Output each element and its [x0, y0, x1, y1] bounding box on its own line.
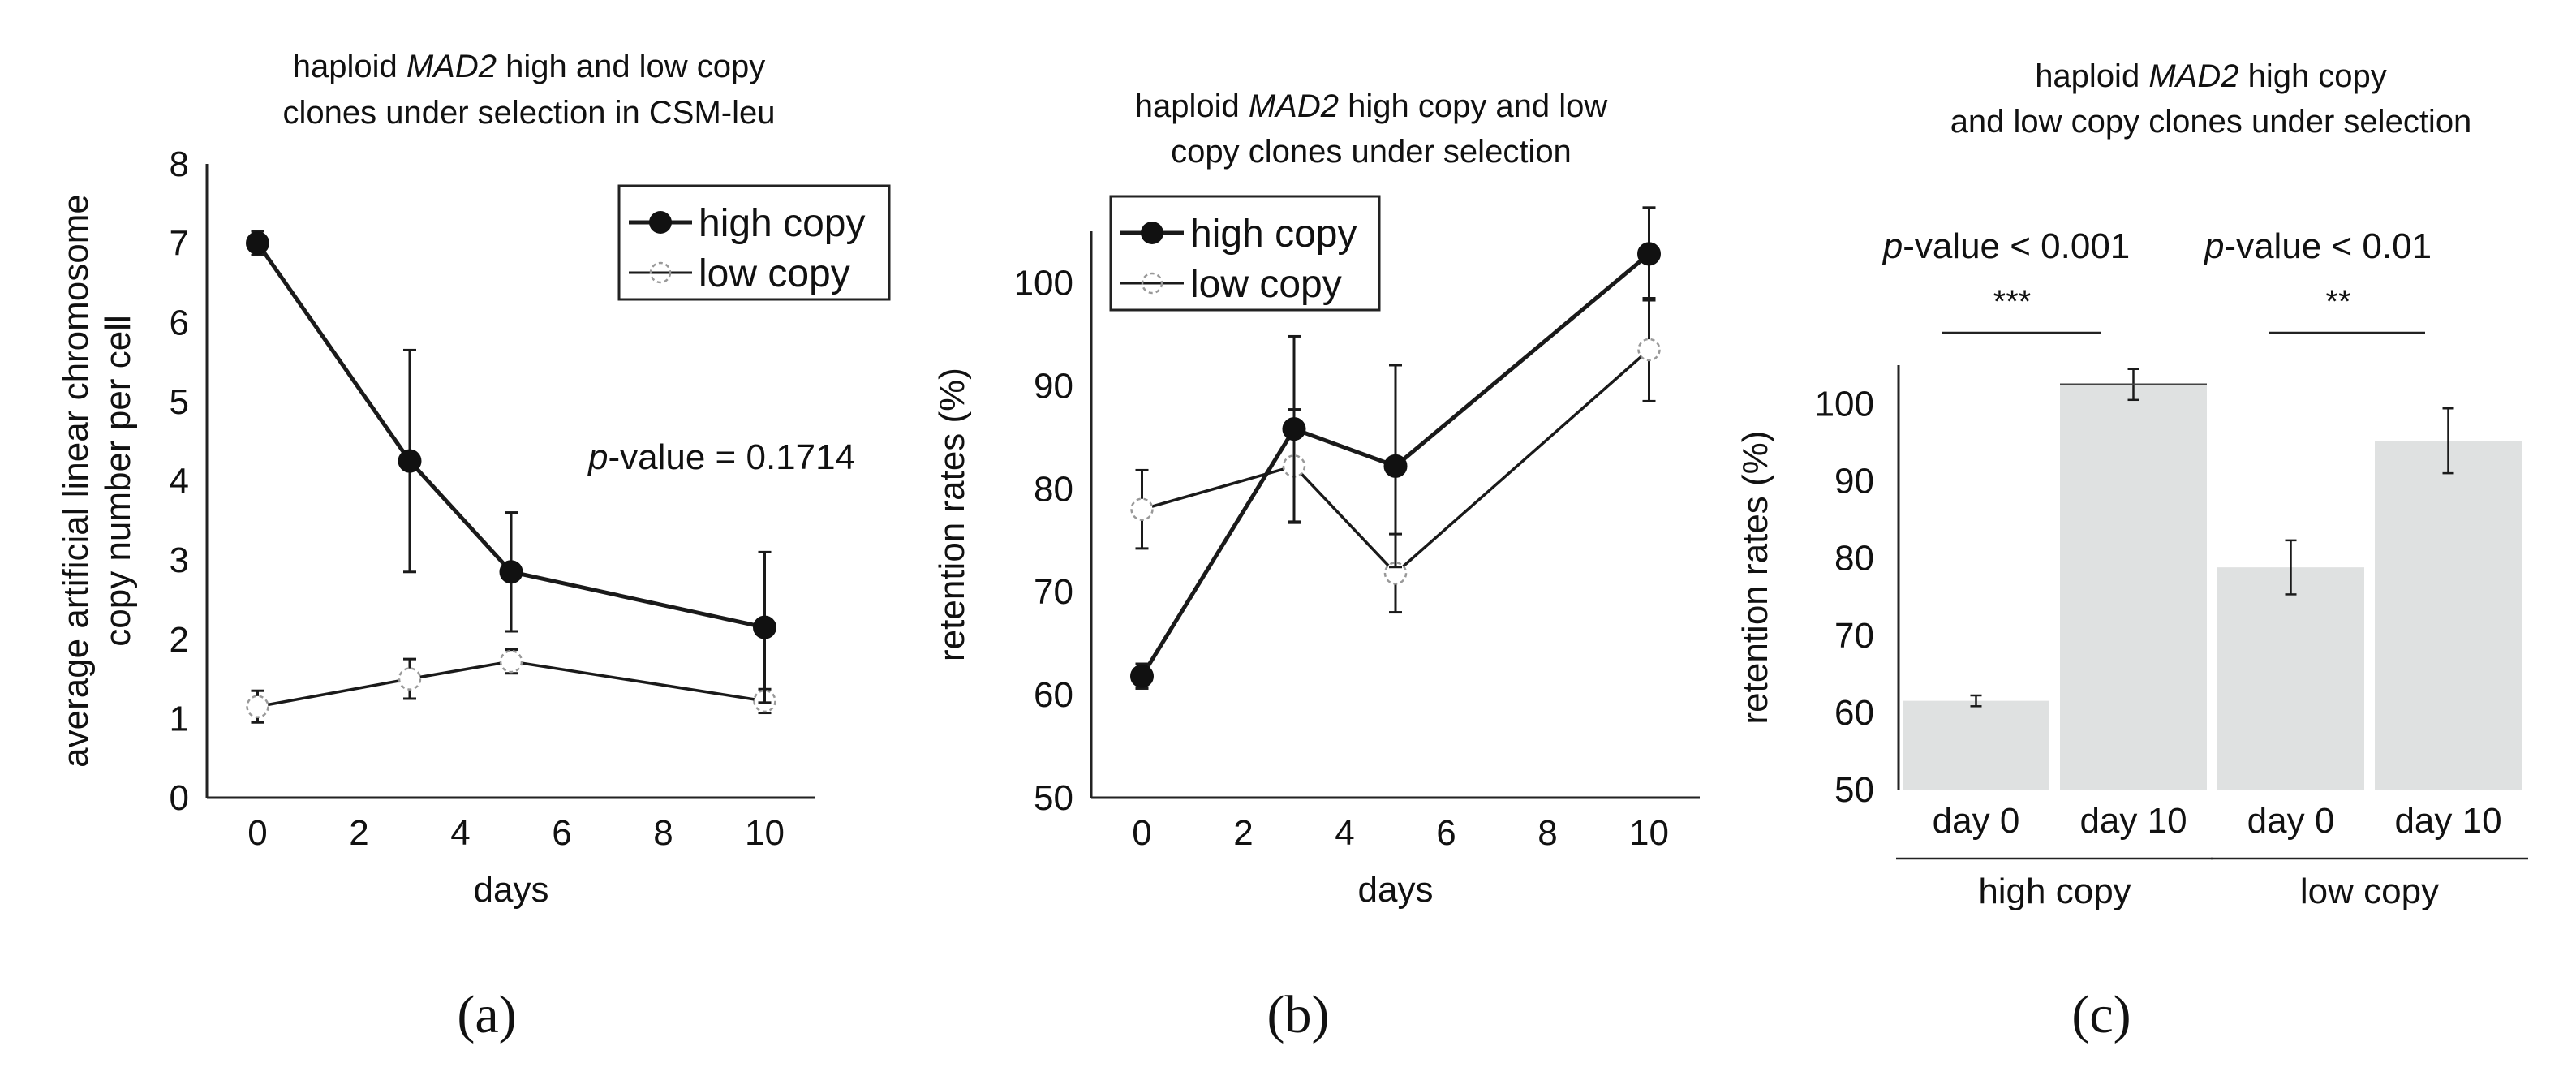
data-point-high-copy — [398, 449, 422, 473]
x-tick-label: day 0 — [2247, 801, 2335, 841]
x-tick-label: 6 — [1436, 813, 1456, 853]
legend-label: low copy — [1190, 263, 1342, 306]
panel-a-title-line2: clones under selection in CSM-leu — [283, 95, 776, 131]
bar — [2375, 441, 2522, 790]
data-point-high-copy — [499, 560, 523, 584]
x-tick-label: day 10 — [2394, 801, 2501, 841]
panel-b-label: (b) — [1267, 985, 1330, 1044]
y-tick-label: 100 — [1014, 263, 1073, 303]
panel-c-title-line1: haploid MAD2 high copy — [2035, 58, 2387, 94]
sig2-pvalue: p-value < 0.01 — [2203, 226, 2432, 266]
legend-marker-filled — [649, 211, 672, 234]
sig1-pvalue: p-value < 0.001 — [1881, 226, 2131, 266]
y-axis-label: retention rates (%) — [1735, 431, 1775, 725]
series-line-high-copy — [1140, 252, 1651, 678]
panel-a-pvalue: p-value = 0.1714 — [587, 437, 855, 477]
y-tick-label: 1 — [170, 699, 189, 738]
legend-marker-open — [1141, 272, 1163, 295]
legend-box — [1109, 195, 1381, 312]
x-tick-label: 0 — [1132, 813, 1151, 853]
y-tick-label: 90 — [1834, 462, 1874, 501]
y-axis-label: retention rates (%) — [932, 368, 972, 661]
group-label: low copy — [2300, 872, 2439, 911]
x-tick-label: 0 — [247, 813, 267, 853]
data-point-low-copy — [499, 649, 523, 674]
y-tick-label: 3 — [170, 540, 189, 580]
y-tick-label: 90 — [1034, 366, 1073, 406]
panel-c: haploid MAD2 high copy and low copy clon… — [1735, 58, 2528, 1044]
data-point-high-copy — [1383, 454, 1408, 478]
x-tick-label: day 10 — [2079, 801, 2187, 841]
data-point-low-copy — [1130, 497, 1154, 521]
y-axis-label: copy number per cell — [98, 315, 138, 646]
legend: high copy low copy — [617, 184, 891, 301]
series-line-low-copy — [257, 660, 765, 708]
panel-b: haploid MAD2 high copy and low copy clon… — [932, 88, 1700, 1044]
legend-label: high copy — [699, 202, 865, 245]
data-point-high-copy — [1282, 417, 1306, 441]
group-label: high copy — [1978, 872, 2131, 911]
panel-b-title-line2: copy clones under selection — [1171, 134, 1572, 170]
sig1-stars: *** — [1993, 284, 2032, 320]
x-axis-label: days — [1358, 870, 1434, 910]
series-line-high-copy — [256, 242, 766, 630]
y-tick-label: 0 — [170, 778, 189, 818]
x-tick-label: 6 — [552, 813, 571, 853]
y-tick-label: 60 — [1834, 693, 1874, 733]
bar — [2060, 384, 2207, 790]
legend: high copy low copy — [1109, 195, 1381, 312]
y-tick-label: 70 — [1034, 572, 1073, 612]
y-tick-label: 6 — [170, 303, 189, 342]
series-line-low-copy — [1142, 348, 1650, 575]
plot-a: 0 2 4 6 8 10 0 1 2 3 4 5 6 7 8 days average artificial l… — [56, 144, 891, 910]
x-tick-label: 4 — [450, 813, 470, 853]
plot-c: 50 60 70 80 90 100 retention rates (%) day 0 day… — [1735, 365, 2528, 911]
panel-c-label: (c) — [2071, 985, 2131, 1044]
legend-marker-filled — [1141, 222, 1163, 244]
data-point-low-copy — [1637, 338, 1661, 362]
legend-label: high copy — [1190, 213, 1357, 256]
sig2-stars: ** — [2325, 284, 2350, 320]
data-point-high-copy — [1637, 242, 1661, 266]
x-tick-label: day 0 — [1933, 801, 2020, 841]
x-tick-label: 10 — [745, 813, 785, 853]
x-tick-label: 8 — [653, 813, 673, 853]
y-tick-label: 80 — [1034, 469, 1073, 509]
bar — [1903, 700, 2049, 790]
x-tick-label: 2 — [349, 813, 368, 853]
y-tick-label: 5 — [170, 382, 189, 422]
y-tick-label: 100 — [1815, 385, 1874, 424]
data-point-high-copy — [1130, 664, 1154, 688]
bar — [2217, 567, 2364, 790]
x-tick-label: 4 — [1335, 813, 1354, 853]
y-tick-label: 8 — [170, 144, 189, 184]
panel-a-title-line1: haploid MAD2 high and low copy — [293, 49, 766, 84]
y-tick-label: 50 — [1834, 770, 1874, 810]
y-tick-label: 70 — [1834, 616, 1874, 656]
legend-marker-open — [649, 261, 672, 284]
y-tick-label: 50 — [1034, 778, 1073, 818]
plot-b: 0 2 4 6 8 10 50 60 70 80 90 100 days retention rates … — [932, 195, 1700, 910]
y-tick-label: 60 — [1034, 675, 1073, 715]
data-point-high-copy — [753, 615, 776, 639]
x-axis-label: days — [474, 870, 549, 910]
x-tick-label: 10 — [1629, 813, 1669, 853]
data-point-high-copy — [246, 231, 269, 256]
panel-c-title-line2: and low copy clones under selection — [1950, 104, 2472, 140]
x-tick-label: 8 — [1537, 813, 1557, 853]
x-tick-label: 2 — [1233, 813, 1253, 853]
y-tick-label: 2 — [170, 620, 189, 660]
legend-label: low copy — [699, 252, 850, 295]
y-axis-label: average artificial linear chromosome — [56, 194, 96, 768]
y-tick-label: 4 — [170, 462, 189, 501]
panel-b-title-line1: haploid MAD2 high copy and low — [1135, 88, 1608, 124]
y-tick-label: 7 — [170, 224, 189, 264]
panel-a: haploid MAD2 high and low copy clones un… — [56, 49, 891, 1044]
y-tick-label: 80 — [1834, 539, 1874, 579]
panel-a-label: (a) — [457, 985, 516, 1044]
data-point-low-copy — [398, 667, 422, 691]
legend-box — [617, 184, 891, 301]
data-point-low-copy — [246, 695, 269, 718]
